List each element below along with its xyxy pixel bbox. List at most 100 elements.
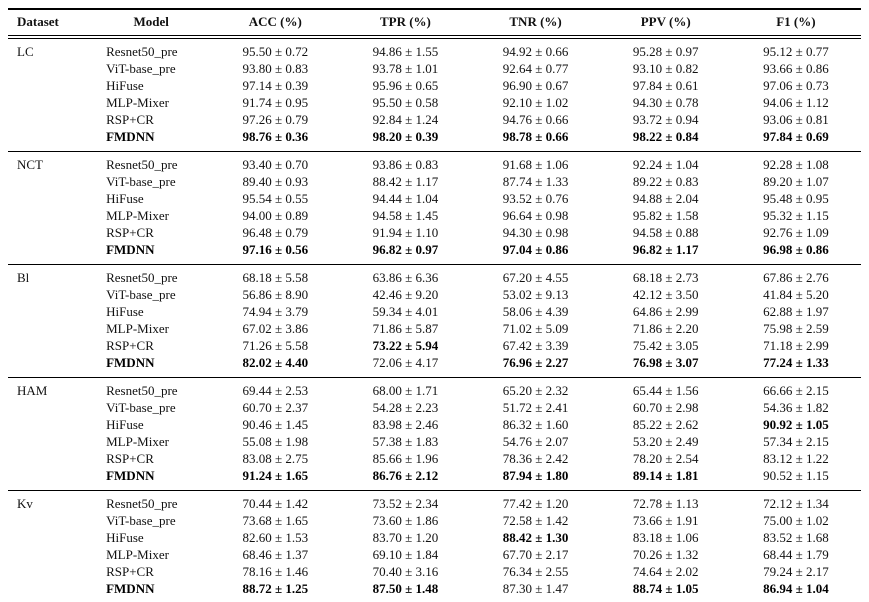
model-cell: RSP+CR xyxy=(106,225,154,240)
metric-cell: 57.34 ± 2.15 xyxy=(763,434,829,449)
metric-cell: 85.22 ± 2.62 xyxy=(632,417,699,432)
table-row: FMDNN 88.72 ± 1.25 87.50 ± 1.48 87.30 ± 1.4… xyxy=(8,580,861,602)
model-cell: ViT-base_pre xyxy=(106,61,176,76)
table-row: ViT-base_pre 89.40 ± 0.93 88.42 ± 1.17 87.7… xyxy=(8,173,861,190)
dataset-cell: NCT xyxy=(8,151,93,265)
metric-cell: 67.20 ± 4.55 xyxy=(470,264,601,286)
metric-cell: 86.76 ± 2.12 xyxy=(372,468,439,483)
table-header: Dataset Model ACC (%) TPR (%) TNR (%) PP… xyxy=(8,9,861,39)
metric-cell: 72.06 ± 4.17 xyxy=(372,355,439,370)
metric-cell: 53.20 ± 2.49 xyxy=(632,434,699,449)
metric-cell: 55.08 ± 1.98 xyxy=(242,434,309,449)
metric-cell: 94.30 ± 0.78 xyxy=(632,95,699,110)
metric-cell: 94.30 ± 0.98 xyxy=(502,225,569,240)
metric-cell: 70.26 ± 1.32 xyxy=(632,547,699,562)
metric-cell: 75.98 ± 2.59 xyxy=(763,321,829,336)
metric-cell: 83.18 ± 1.06 xyxy=(632,530,699,545)
metric-cell: 89.40 ± 0.93 xyxy=(242,174,309,189)
metric-cell: 63.86 ± 6.36 xyxy=(340,264,471,286)
metric-cell: 71.86 ± 5.87 xyxy=(372,321,439,336)
metric-cell: 78.20 ± 2.54 xyxy=(632,451,699,466)
metric-cell: 91.74 ± 0.95 xyxy=(242,95,309,110)
metric-cell: 87.74 ± 1.33 xyxy=(502,174,569,189)
table-row: HiFuse 95.54 ± 0.55 94.44 ± 1.04 93.52 ± 0.… xyxy=(8,190,861,207)
metric-cell: 76.34 ± 2.55 xyxy=(502,564,569,579)
results-table: Dataset Model ACC (%) TPR (%) TNR (%) PP… xyxy=(8,8,861,602)
metric-cell: 95.54 ± 0.55 xyxy=(242,191,309,206)
metric-cell: 74.64 ± 2.02 xyxy=(632,564,699,579)
model-cell: HiFuse xyxy=(106,78,144,93)
column-header-model: Model xyxy=(92,9,211,39)
metric-cell: 97.84 ± 0.61 xyxy=(632,78,699,93)
table-row: MLP-Mixer 68.46 ± 1.37 69.10 ± 1.84 67.70 ±… xyxy=(8,546,861,563)
metric-cell: 98.20 ± 0.39 xyxy=(372,129,439,144)
metric-cell: 96.98 ± 0.86 xyxy=(763,242,829,257)
metric-cell: 83.70 ± 1.20 xyxy=(372,530,439,545)
metric-cell: 95.50 ± 0.58 xyxy=(372,95,439,110)
metric-cell: 93.52 ± 0.76 xyxy=(502,191,569,206)
metric-cell: 82.60 ± 1.53 xyxy=(242,530,309,545)
metric-cell: 73.66 ± 1.91 xyxy=(632,513,699,528)
metric-cell: 60.70 ± 2.37 xyxy=(242,400,309,415)
metric-cell: 83.52 ± 1.68 xyxy=(763,530,829,545)
metric-cell: 68.46 ± 1.37 xyxy=(242,547,309,562)
metric-cell: 68.44 ± 1.79 xyxy=(763,547,829,562)
metric-cell: 82.02 ± 4.40 xyxy=(242,355,309,370)
metric-cell: 90.46 ± 1.45 xyxy=(242,417,309,432)
model-cell: FMDNN xyxy=(106,468,155,483)
model-cell: HiFuse xyxy=(106,417,144,432)
table-row: FMDNN 98.76 ± 0.36 98.20 ± 0.39 98.78 ± 0.6… xyxy=(8,128,861,152)
metric-cell: 65.44 ± 1.56 xyxy=(600,377,731,399)
model-cell: RSP+CR xyxy=(106,338,154,353)
model-cell: RSP+CR xyxy=(106,112,154,127)
metric-cell: 93.06 ± 0.81 xyxy=(763,112,829,127)
metric-cell: 67.70 ± 2.17 xyxy=(502,547,569,562)
model-cell: MLP-Mixer xyxy=(106,95,169,110)
metric-cell: 53.02 ± 9.13 xyxy=(502,287,569,302)
metric-cell: 42.46 ± 9.20 xyxy=(372,287,439,302)
table-row: RSP+CR 83.08 ± 2.75 85.66 ± 1.96 78.36 ± 2.… xyxy=(8,450,861,467)
model-cell: Resnet50_pre xyxy=(92,377,211,399)
metric-cell: 83.12 ± 1.22 xyxy=(763,451,829,466)
metric-cell: 91.24 ± 1.65 xyxy=(242,468,309,483)
metric-cell: 93.86 ± 0.83 xyxy=(340,151,471,173)
model-cell: FMDNN xyxy=(106,581,155,596)
metric-cell: 92.24 ± 1.04 xyxy=(600,151,731,173)
metric-cell: 95.28 ± 0.97 xyxy=(632,44,699,59)
table-row: HAM Resnet50_pre 69.44 ± 2.53 68.00 ± 1.71 6… xyxy=(8,377,861,491)
table-row: NCT Resnet50_pre 93.40 ± 0.70 93.86 ± 0.83 9… xyxy=(8,151,861,265)
metric-cell: 59.34 ± 4.01 xyxy=(372,304,439,319)
header-row: Dataset Model ACC (%) TPR (%) TNR (%) PP… xyxy=(8,9,861,39)
metric-cell: 56.86 ± 8.90 xyxy=(242,287,309,302)
model-cell: FMDNN xyxy=(106,242,155,257)
metric-cell: 68.00 ± 1.71 xyxy=(340,377,471,399)
metric-cell: 72.58 ± 1.42 xyxy=(502,513,569,528)
table-row: ViT-base_pre 56.86 ± 8.90 42.46 ± 9.20 53.0… xyxy=(8,286,861,303)
metric-cell: 96.48 ± 0.79 xyxy=(242,225,309,240)
metric-cell: 77.42 ± 1.20 xyxy=(470,490,601,512)
metric-cell: 88.74 ± 1.05 xyxy=(632,581,699,596)
metric-cell: 97.14 ± 0.39 xyxy=(242,78,309,93)
metric-cell: 90.52 ± 1.15 xyxy=(763,468,829,483)
metric-cell: 71.18 ± 2.99 xyxy=(763,338,829,353)
model-cell: HiFuse xyxy=(106,530,144,545)
metric-cell: 54.36 ± 1.82 xyxy=(763,400,829,415)
metric-cell: 87.30 ± 1.47 xyxy=(502,581,569,596)
metric-cell: 93.10 ± 0.82 xyxy=(632,61,699,76)
metric-cell: 88.42 ± 1.30 xyxy=(502,530,569,545)
metric-cell: 94.06 ± 1.12 xyxy=(763,95,829,110)
model-cell: Resnet50_pre xyxy=(92,264,211,286)
metric-cell: 76.98 ± 3.07 xyxy=(632,355,699,370)
metric-cell: 96.82 ± 0.97 xyxy=(372,242,439,257)
metric-cell: 73.52 ± 2.34 xyxy=(340,490,471,512)
metric-cell: 72.78 ± 1.13 xyxy=(600,490,731,512)
table-row: MLP-Mixer 55.08 ± 1.98 57.38 ± 1.83 54.76 ±… xyxy=(8,433,861,450)
metric-cell: 67.42 ± 3.39 xyxy=(502,338,569,353)
metric-cell: 92.64 ± 0.77 xyxy=(502,61,569,76)
metric-cell: 73.60 ± 1.86 xyxy=(372,513,439,528)
table-row: HiFuse 82.60 ± 1.53 83.70 ± 1.20 88.42 ± 1.… xyxy=(8,529,861,546)
table-row: RSP+CR 71.26 ± 5.58 73.22 ± 5.94 67.42 ± 3.… xyxy=(8,337,861,354)
metric-cell: 68.18 ± 2.73 xyxy=(600,264,731,286)
model-cell: FMDNN xyxy=(106,355,155,370)
column-header-acc: ACC (%) xyxy=(210,9,341,39)
